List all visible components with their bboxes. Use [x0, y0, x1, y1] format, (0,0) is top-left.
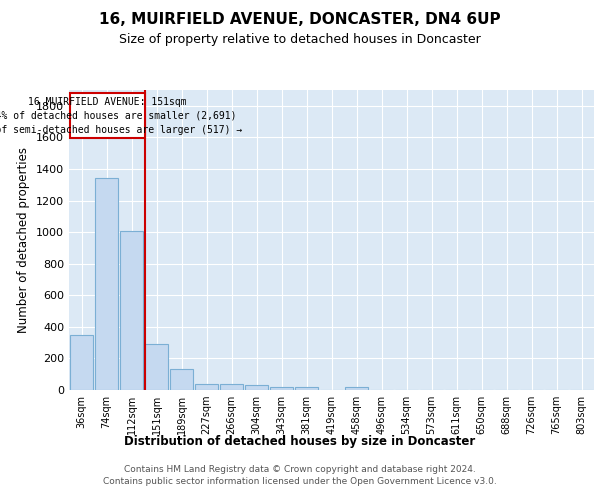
Text: 16 MUIRFIELD AVENUE: 151sqm
← 84% of detached houses are smaller (2,691)
16% of : 16 MUIRFIELD AVENUE: 151sqm ← 84% of det…	[0, 96, 242, 134]
Bar	[70, 334, 94, 390]
Bar	[295, 387, 319, 390]
Bar	[95, 178, 118, 390]
Bar	[145, 344, 169, 390]
Bar	[269, 387, 293, 390]
Bar	[119, 230, 143, 390]
Bar	[344, 387, 368, 390]
Text: 16, MUIRFIELD AVENUE, DONCASTER, DN4 6UP: 16, MUIRFIELD AVENUE, DONCASTER, DN4 6UP	[99, 12, 501, 28]
Bar	[220, 384, 244, 390]
Y-axis label: Number of detached properties: Number of detached properties	[17, 147, 31, 333]
Text: Distribution of detached houses by size in Doncaster: Distribution of detached houses by size …	[124, 435, 476, 448]
Text: Size of property relative to detached houses in Doncaster: Size of property relative to detached ho…	[119, 32, 481, 46]
Text: Contains HM Land Registry data © Crown copyright and database right 2024.
Contai: Contains HM Land Registry data © Crown c…	[103, 465, 497, 486]
FancyBboxPatch shape	[70, 93, 145, 138]
Bar	[194, 384, 218, 390]
Bar	[170, 370, 193, 390]
Bar	[245, 386, 268, 390]
